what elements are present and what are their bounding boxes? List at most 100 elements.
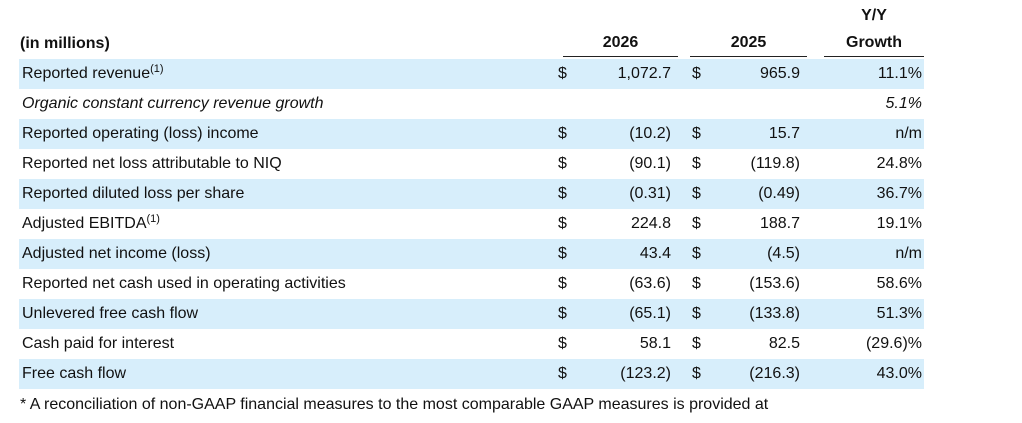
column-header-2025: 2025 <box>730 34 767 51</box>
row-label-text: Reported net cash used in operating acti… <box>22 275 346 292</box>
header-rule-yy <box>824 56 924 57</box>
column-header-yy-line2: Growth <box>846 34 902 51</box>
table-row: Adjusted net income (loss) $43.4 $ (4.5) n/m <box>19 239 924 269</box>
value-2026: 224.8 <box>630 215 671 232</box>
value-2025: 82.5 <box>768 335 800 352</box>
row-label-text: Free cash flow <box>22 365 127 382</box>
row-label: Reported net cash used in operating acti… <box>22 269 346 299</box>
value-2025: (216.3) <box>749 365 800 382</box>
value-2025: 15.7 <box>768 125 800 142</box>
table-row: Reported net cash used in operating acti… <box>19 269 924 299</box>
dollar-sign-2026: $ <box>558 365 567 382</box>
value-yy-growth: 11.1% <box>877 65 922 82</box>
table-row: Unlevered free cash flow $ (65.1) $ (133.8) 5… <box>19 299 924 329</box>
row-label-text: Adjusted net income (loss) <box>22 245 211 262</box>
value-2025: (133.8) <box>749 305 800 322</box>
value-2026: (0.31) <box>629 185 671 202</box>
row-label: Reported revenue(1) <box>22 59 164 89</box>
dollar-sign-2026: $ <box>558 125 567 142</box>
dollar-sign-2025: $ <box>692 65 701 82</box>
value-2026: 1,072.7 <box>617 65 671 82</box>
row-label: Unlevered free cash flow <box>22 299 198 329</box>
row-label: Adjusted EBITDA(1) <box>22 209 160 239</box>
dollar-sign-2026: $ <box>558 215 567 232</box>
dollar-sign-2025: $ <box>692 245 701 262</box>
dollar-sign-2025: $ <box>692 215 701 232</box>
value-2025: (119.8) <box>750 155 800 172</box>
value-2025: (0.49) <box>758 185 800 202</box>
value-yy-growth: 19.1% <box>876 215 922 232</box>
value-2026: (63.6) <box>629 275 671 292</box>
row-label-text: Organic constant currency revenue growth <box>22 95 324 112</box>
value-yy-growth: 58.6% <box>876 275 922 292</box>
row-label: Reported net loss attributable to NIQ <box>22 149 282 179</box>
table-row: Free cash flow $ (123.2) $ (216.3) 43.0% <box>19 359 924 389</box>
dollar-sign-2025 <box>692 89 708 119</box>
row-label: Reported operating (loss) income <box>22 119 259 149</box>
value-2026: (10.2) <box>629 125 671 142</box>
value-2025: (4.5) <box>767 245 800 262</box>
table-row: Adjusted EBITDA(1) $224.8 $188.7 19.1% <box>19 209 924 239</box>
dollar-sign-2025: $ <box>692 155 701 172</box>
row-label-text: Adjusted EBITDA <box>22 215 147 232</box>
row-label-text: Cash paid for interest <box>22 335 175 352</box>
dollar-sign-2026: $ <box>558 65 567 82</box>
units-label: (in millions) <box>20 35 110 52</box>
table-row: Reported revenue(1) $1,072.7 $965.9 11.1% <box>19 59 924 89</box>
row-label: Free cash flow <box>22 359 126 389</box>
row-label: Adjusted net income (loss) <box>22 239 211 269</box>
dollar-sign-2026: $ <box>558 305 567 322</box>
row-label-text: Unlevered free cash flow <box>22 305 199 322</box>
value-yy-growth: n/m <box>895 125 922 142</box>
value-2026: 43.4 <box>639 245 671 262</box>
value-2026: (90.1) <box>629 155 671 172</box>
table-body: Reported revenue(1) $1,072.7 $965.9 11.1% Or… <box>19 59 924 389</box>
row-label-text: Reported operating (loss) income <box>22 125 259 142</box>
value-2026: 58.1 <box>639 335 671 352</box>
row-label: Cash paid for interest <box>22 329 174 359</box>
value-2025: 965.9 <box>759 65 800 82</box>
value-2026: (123.2) <box>620 365 671 382</box>
dollar-sign-2025: $ <box>692 185 701 202</box>
table-row: Reported operating (loss) income $ (10.2) $… <box>19 119 924 149</box>
table-row: Reported diluted loss per share $ (0.31) $ (… <box>19 179 924 209</box>
value-2025: (153.6) <box>749 275 800 292</box>
dollar-sign-2025: $ <box>692 365 701 382</box>
value-yy-growth: 36.7% <box>876 185 922 202</box>
header-rule-2025 <box>690 56 807 57</box>
column-header-yy-line1: Y/Y <box>861 7 887 24</box>
value-2025: 188.7 <box>759 215 800 232</box>
table-row: Cash paid for interest $58.1 $82.5 (29.6)% <box>19 329 924 359</box>
footnote-marker: (1) <box>150 63 164 75</box>
value-yy-growth: 43.0% <box>876 365 922 382</box>
header-rule-2026 <box>563 56 678 57</box>
value-yy-growth: 24.8% <box>876 155 922 172</box>
dollar-sign-2026: $ <box>558 275 567 292</box>
dollar-sign-2026: $ <box>558 155 567 172</box>
table-row: Organic constant currency revenue growth… <box>19 89 924 119</box>
value-yy-growth: 51.3% <box>876 305 922 322</box>
value-2025 <box>709 89 800 119</box>
value-2026: (65.1) <box>629 305 671 322</box>
row-label-text: Reported diluted loss per share <box>22 185 245 202</box>
row-label: Organic constant currency revenue growth <box>22 89 323 119</box>
dollar-sign-2025: $ <box>692 275 701 292</box>
row-label: Reported diluted loss per share <box>22 179 244 209</box>
dollar-sign-2025: $ <box>692 125 701 142</box>
dollar-sign-2025: $ <box>692 305 701 322</box>
dollar-sign-2026 <box>558 89 574 119</box>
row-label-text: Reported net loss attributable to NIQ <box>22 155 282 172</box>
row-label-text: Reported revenue <box>22 65 151 82</box>
value-yy-growth: 5.1% <box>885 95 922 112</box>
column-header-2026: 2026 <box>602 34 639 51</box>
dollar-sign-2026: $ <box>558 245 567 262</box>
footnote-marker: (1) <box>146 213 160 225</box>
table-row: Reported net loss attributable to NIQ $ (9… <box>19 149 924 179</box>
value-yy-growth: (29.6)% <box>865 335 922 352</box>
value-2026 <box>579 89 671 119</box>
dollar-sign-2026: $ <box>558 335 567 352</box>
dollar-sign-2025: $ <box>692 335 701 352</box>
value-yy-growth: n/m <box>895 245 922 262</box>
footnote: * A reconciliation of non-GAAP financial… <box>20 396 769 413</box>
